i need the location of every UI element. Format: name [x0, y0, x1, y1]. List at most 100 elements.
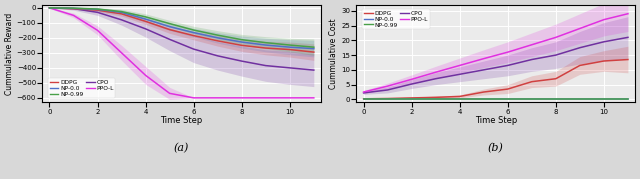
CPO — [118, 19, 125, 21]
CPO — [432, 78, 440, 80]
CPO — [624, 36, 632, 38]
DDPG — [310, 51, 317, 53]
CPO — [45, 7, 53, 9]
NP-0.99 — [576, 98, 584, 100]
DDPG — [408, 97, 415, 99]
NP-0.0 — [504, 98, 511, 100]
DDPG — [600, 60, 608, 62]
CPO — [214, 55, 221, 57]
CPO — [286, 67, 294, 69]
NP-0.99 — [360, 98, 367, 100]
CPO — [408, 83, 415, 85]
CPO — [480, 69, 488, 71]
PPO-L — [456, 64, 463, 67]
PPO-L — [504, 51, 511, 53]
NP-0.0 — [286, 46, 294, 48]
CPO — [166, 38, 173, 40]
DDPG — [528, 81, 536, 83]
DDPG — [45, 7, 53, 9]
CPO — [360, 92, 367, 94]
DDPG — [238, 44, 246, 46]
NP-0.99 — [45, 7, 53, 9]
NP-0.99 — [166, 23, 173, 25]
NP-0.0 — [190, 32, 198, 34]
PPO-L — [262, 97, 269, 99]
CPO — [528, 59, 536, 61]
NP-0.99 — [262, 42, 269, 44]
NP-0.99 — [286, 44, 294, 46]
Line: PPO-L: PPO-L — [364, 14, 628, 92]
Text: (b): (b) — [488, 143, 504, 154]
CPO — [600, 41, 608, 43]
NP-0.99 — [456, 98, 463, 100]
NP-0.0 — [600, 98, 608, 100]
CPO — [384, 89, 392, 91]
NP-0.99 — [480, 98, 488, 100]
X-axis label: Time Step: Time Step — [475, 116, 517, 125]
NP-0.0 — [576, 98, 584, 100]
Line: NP-0.99: NP-0.99 — [49, 8, 314, 47]
PPO-L — [141, 74, 149, 76]
NP-0.0 — [166, 26, 173, 28]
NP-0.99 — [70, 7, 77, 9]
X-axis label: Time Step: Time Step — [161, 116, 203, 125]
DDPG — [456, 95, 463, 98]
PPO-L — [408, 78, 415, 80]
NP-0.0 — [45, 7, 53, 9]
Line: DDPG: DDPG — [364, 60, 628, 99]
NP-0.0 — [624, 98, 632, 100]
NP-0.99 — [190, 29, 198, 31]
CPO — [310, 69, 317, 71]
Legend: DDPG, NP-0.0, NP-0.99, CPO, PPO-L: DDPG, NP-0.0, NP-0.99, CPO, PPO-L — [362, 9, 429, 29]
DDPG — [214, 40, 221, 42]
CPO — [504, 64, 511, 67]
DDPG — [504, 88, 511, 90]
Y-axis label: Cummulative Reward: Cummulative Reward — [5, 13, 14, 95]
NP-0.99 — [552, 98, 559, 100]
Line: PPO-L: PPO-L — [49, 8, 314, 98]
DDPG — [93, 9, 101, 11]
NP-0.99 — [214, 34, 221, 36]
PPO-L — [360, 91, 367, 93]
PPO-L — [70, 14, 77, 16]
NP-0.0 — [360, 98, 367, 100]
Line: CPO: CPO — [364, 37, 628, 93]
DDPG — [384, 97, 392, 100]
CPO — [93, 11, 101, 13]
DDPG — [624, 59, 632, 61]
PPO-L — [552, 36, 559, 38]
NP-0.0 — [70, 7, 77, 9]
NP-0.0 — [408, 98, 415, 100]
NP-0.99 — [93, 8, 101, 10]
CPO — [576, 47, 584, 49]
NP-0.99 — [141, 16, 149, 18]
NP-0.0 — [118, 11, 125, 13]
Line: CPO: CPO — [49, 8, 314, 70]
PPO-L — [118, 52, 125, 54]
Line: NP-0.0: NP-0.0 — [49, 8, 314, 49]
PPO-L — [384, 85, 392, 87]
CPO — [552, 54, 559, 56]
NP-0.0 — [384, 98, 392, 100]
NP-0.99 — [624, 98, 632, 100]
PPO-L — [624, 13, 632, 15]
NP-0.99 — [408, 98, 415, 100]
PPO-L — [480, 58, 488, 60]
PPO-L — [576, 27, 584, 30]
PPO-L — [238, 97, 246, 99]
NP-0.99 — [600, 98, 608, 100]
CPO — [456, 73, 463, 75]
DDPG — [480, 91, 488, 93]
DDPG — [190, 35, 198, 37]
NP-0.0 — [528, 98, 536, 100]
Line: DDPG: DDPG — [49, 8, 314, 52]
NP-0.0 — [214, 37, 221, 39]
DDPG — [70, 8, 77, 10]
DDPG — [262, 47, 269, 49]
DDPG — [166, 28, 173, 31]
NP-0.0 — [310, 48, 317, 50]
NP-0.99 — [118, 11, 125, 13]
PPO-L — [166, 92, 173, 95]
PPO-L — [528, 44, 536, 46]
CPO — [70, 8, 77, 10]
